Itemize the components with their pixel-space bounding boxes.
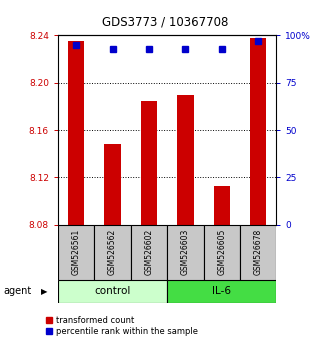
Text: GSM526678: GSM526678: [254, 229, 263, 275]
Bar: [131, 225, 167, 280]
Bar: [58, 280, 167, 303]
Text: control: control: [94, 286, 131, 296]
Bar: [58, 225, 94, 280]
Text: GSM526561: GSM526561: [71, 229, 81, 275]
Bar: [104, 144, 121, 225]
Bar: [204, 225, 240, 280]
Text: GSM526603: GSM526603: [181, 229, 190, 275]
Bar: [213, 186, 230, 225]
Text: IL-6: IL-6: [212, 286, 231, 296]
Bar: [68, 41, 84, 225]
Text: GSM526562: GSM526562: [108, 229, 117, 275]
Text: GSM526602: GSM526602: [144, 229, 154, 275]
Bar: [94, 225, 131, 280]
Text: ▶: ▶: [41, 287, 48, 296]
Text: GDS3773 / 10367708: GDS3773 / 10367708: [102, 16, 229, 29]
Bar: [240, 225, 276, 280]
Legend: transformed count, percentile rank within the sample: transformed count, percentile rank withi…: [46, 316, 198, 336]
Text: agent: agent: [3, 286, 31, 296]
Bar: [141, 101, 157, 225]
Bar: [250, 38, 266, 225]
Bar: [167, 225, 204, 280]
Bar: [177, 95, 194, 225]
Text: GSM526605: GSM526605: [217, 229, 226, 275]
Bar: [167, 280, 276, 303]
